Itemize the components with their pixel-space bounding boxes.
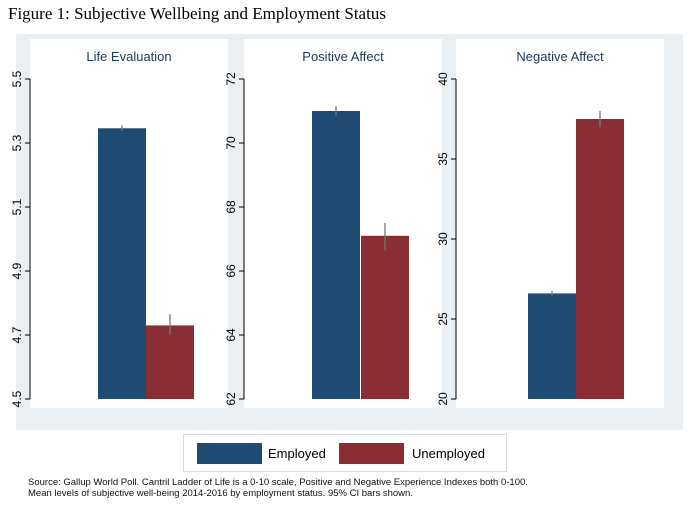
panel-2-bar-unemployed	[361, 235, 409, 399]
panel-1-y-tick-label: 5.5	[10, 70, 24, 87]
panel-1-y-tick-label: 4.7	[10, 326, 24, 343]
panel-1-y-tick-label: 4.9	[10, 262, 24, 279]
panel-2-bar-employed	[312, 111, 360, 399]
panel-2-y-tick-label: 68	[224, 200, 238, 214]
legend-swatch-unemployed	[339, 443, 404, 464]
panel-1-bar-unemployed	[146, 325, 194, 399]
panel-1-y-tick-label: 4.5	[10, 390, 24, 407]
panel-3-bar-unemployed	[576, 119, 624, 399]
panel-2-y-tick-label: 62	[224, 392, 238, 406]
panel-3-title: Negative Affect	[516, 49, 604, 64]
panel-1-title: Life Evaluation	[86, 49, 171, 64]
panel-3-y-tick-label: 25	[436, 312, 450, 326]
panel-2-y-tick-label: 72	[224, 72, 238, 86]
panel-2-y-tick-label: 66	[224, 264, 238, 278]
legend-label-unemployed: Unemployed	[412, 446, 485, 461]
panel-3-y-tick-label: 40	[436, 72, 450, 86]
source-note-line-1: Source: Gallup World Poll. Cantril Ladde…	[28, 477, 528, 488]
panel-3-bar-employed	[528, 293, 576, 399]
source-note: Source: Gallup World Poll. Cantril Ladde…	[28, 477, 528, 499]
figure-title: Figure 1: Subjective Wellbeing and Emplo…	[8, 4, 386, 23]
legend: Employed Unemployed	[183, 434, 507, 472]
legend-label-employed: Employed	[268, 446, 326, 461]
panel-3-y-tick-label: 20	[436, 392, 450, 406]
source-note-line-2: Mean levels of subjective well-being 201…	[28, 488, 413, 499]
panel-2-y-tick-label: 70	[224, 136, 238, 150]
panel-1-bar-employed	[98, 128, 146, 399]
panel-3-y-tick-label: 35	[436, 152, 450, 166]
panel-1-y-tick-label: 5.3	[10, 134, 24, 151]
panel-3-y-tick-label: 30	[436, 232, 450, 246]
panel-2-title: Positive Affect	[302, 49, 384, 64]
panel-1-y-tick-label: 5.1	[10, 198, 24, 215]
legend-swatch-employed	[197, 443, 262, 464]
panel-2-y-tick-label: 64	[224, 328, 238, 342]
